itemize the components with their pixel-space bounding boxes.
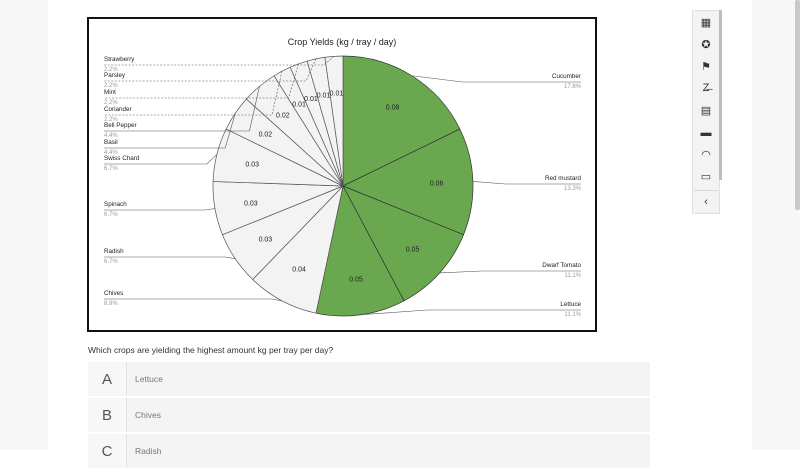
slice-value-label: 0.01: [292, 101, 306, 108]
slice-percent-label: 4.4%: [104, 150, 118, 156]
pie-slice-cucumber: [342, 55, 461, 187]
leader-line: [104, 298, 283, 302]
more-icon[interactable]: ▭: [700, 171, 712, 184]
slice-percent-label: 8.9%: [104, 301, 118, 307]
slice-percent-label: 6.7%: [104, 259, 118, 265]
leader-line: [104, 113, 236, 149]
leader-line: [104, 58, 317, 82]
leader-line: [411, 75, 581, 83]
slice-name-label: Dwarf Tomato: [542, 262, 581, 269]
slice-value-label: 0.08: [386, 105, 400, 112]
calculator-icon[interactable]: ▤: [700, 105, 712, 118]
slice-value-label: 0.05: [406, 247, 420, 254]
leader-line: [104, 63, 299, 99]
slice-value-label: 0.06: [430, 181, 444, 188]
option-text: Chives: [135, 410, 161, 420]
slice-name-label: Radish: [104, 248, 124, 255]
slice-value-label: 0.03: [245, 161, 259, 168]
slice-percent-label: 11.1%: [564, 312, 581, 318]
slice-value-label: 0.03: [259, 236, 273, 243]
leader-line: [104, 71, 283, 116]
pie-slice-red-mustard: [342, 128, 474, 236]
slice-percent-label: 4.4%: [104, 133, 118, 139]
pie-chart: 0.08 Cucumber 17.8% 0.06 Red mustard 13.3% 0.0…: [104, 55, 582, 318]
slice-value-label: 0.01: [317, 92, 331, 99]
answer-option-a[interactable]: A Lettuce: [88, 362, 650, 396]
chart-frame: Crop Yields (kg / tray / day) 0.08 Cucumb…: [87, 17, 597, 332]
page-scrollbar[interactable]: [795, 0, 800, 210]
slice-name-label: Strawberry: [104, 56, 135, 63]
leader-line: [104, 154, 218, 165]
left-gutter: [0, 0, 48, 450]
slice-name-label: Cucumber: [552, 73, 581, 80]
slice-value-label: 0.01: [330, 91, 344, 98]
accessibility-icon[interactable]: ✪: [701, 38, 711, 51]
leader-line: [104, 208, 216, 211]
slice-value-label: 0.04: [292, 267, 306, 274]
slice-percent-label: 13.3%: [564, 186, 582, 192]
calendar-icon[interactable]: ▦: [700, 16, 712, 29]
slice-name-label: Coriander: [104, 106, 132, 113]
slice-name-label: Basil: [104, 139, 118, 146]
slice-name-label: Parsley: [104, 72, 126, 79]
slice-name-label: Bell Pepper: [104, 122, 137, 129]
leader-line: [472, 181, 581, 185]
tool-panel: ▦ ✪ ⚑ Z̶ ▤ ▬ ◠ ▭ ‹: [692, 10, 720, 214]
leader-line: [439, 270, 581, 274]
question-text: Which crops are yielding the highest amo…: [88, 345, 334, 355]
slice-percent-label: 2.2%: [104, 83, 118, 89]
collapse-icon[interactable]: ‹: [704, 195, 708, 208]
pie-slice-strawberry: [324, 55, 344, 187]
slice-value-label: 0.02: [276, 112, 290, 119]
slice-percent-label: 6.7%: [104, 166, 118, 172]
slice-percent-label: 2.2%: [104, 67, 118, 73]
slice-name-label: Swiss Chard: [104, 155, 140, 162]
option-letter: C: [88, 434, 127, 468]
slice-value-label: 0.05: [349, 277, 363, 284]
slice-percent-label: 2.2%: [104, 100, 118, 106]
leader-line: [361, 309, 581, 316]
toolbar-scroll-thumb[interactable]: [719, 10, 722, 180]
slice-percent-label: 11.1%: [564, 273, 581, 279]
slice-value-label: 0.03: [244, 200, 258, 207]
slice-percent-label: 17.8%: [564, 84, 582, 90]
pie-slice-lettuce: [315, 184, 405, 317]
answer-option-c[interactable]: C Radish: [88, 434, 650, 468]
option-letter: A: [88, 362, 127, 396]
option-text: Lettuce: [135, 374, 163, 384]
answer-option-b[interactable]: B Chives: [88, 398, 650, 432]
protractor-icon[interactable]: ◠: [701, 149, 711, 162]
slice-value-label: 0.01: [304, 96, 318, 103]
option-letter: B: [88, 398, 127, 432]
strikethrough-icon[interactable]: Z̶: [702, 82, 710, 95]
slice-percent-label: 2.2%: [104, 117, 118, 123]
right-gutter: [752, 0, 800, 450]
leader-line: [104, 256, 236, 259]
slice-value-label: 0.02: [259, 132, 273, 139]
pie-slice-dwarf-tomato: [342, 185, 464, 302]
slice-percent-label: 6.7%: [104, 212, 118, 218]
slice-name-label: Chives: [104, 290, 123, 297]
slice-name-label: Lettuce: [560, 301, 581, 308]
leader-line: [104, 86, 260, 132]
slice-name-label: Spinach: [104, 201, 127, 208]
chart-title: Crop Yields (kg / tray / day): [287, 37, 397, 47]
leader-line: [104, 56, 335, 66]
flag-icon[interactable]: ⚑: [701, 60, 711, 73]
option-text: Radish: [135, 446, 162, 456]
slice-name-label: Red mustard: [545, 175, 582, 182]
line-reader-icon[interactable]: ▬: [700, 126, 712, 139]
toolbar-divider: [694, 190, 718, 191]
slice-name-label: Mint: [104, 89, 116, 96]
